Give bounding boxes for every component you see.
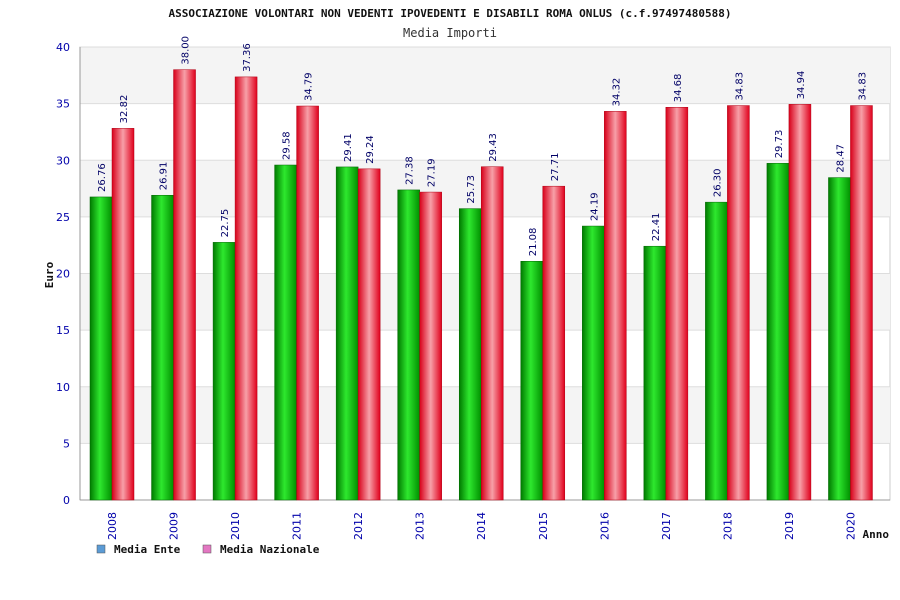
data-label: 29.43 [488,133,499,162]
bar-media-ente-2013 [397,189,420,501]
x-axis-label: Anno [863,528,890,541]
data-label: 27.38 [405,156,416,185]
bar-media-ente-2016 [582,225,605,501]
data-label: 34.94 [796,71,807,100]
legend-swatch [96,544,106,554]
legend: Media Ente Media Nazionale [96,543,320,556]
bar-media-ente-2019 [766,163,790,501]
y-tick-label: 20 [56,268,70,281]
bar-media-nazionale-2015 [542,185,566,501]
x-tick-label: 2013 [414,512,427,540]
x-tick-label: 2017 [660,512,673,540]
bar-media-ente-2018 [705,201,728,501]
bar-media-ente-2014 [458,208,482,501]
bar-media-nazionale-2013 [419,191,442,501]
bar-media-nazionale-2019 [788,104,812,501]
data-label: 34.83 [734,72,745,101]
data-label: 24.19 [589,192,600,221]
y-tick-label: 0 [63,494,70,507]
data-label: 34.32 [611,78,622,107]
legend-label: Media Nazionale [220,543,320,556]
data-label: 26.30 [712,169,723,198]
bar-media-nazionale-2011 [296,105,319,501]
x-tick-label: 2018 [721,512,734,540]
x-tick-label: 2009 [168,512,181,540]
x-tick-label: 2012 [352,512,365,540]
bar-media-nazionale-2020 [850,105,873,501]
bar-media-nazionale-2017 [665,106,689,501]
y-tick-label: 25 [56,211,70,224]
data-label: 37.36 [242,43,253,72]
data-label: 38.00 [181,36,192,65]
chart-subtitle: Media Importi [403,26,497,40]
bar-media-ente-2015 [520,261,544,501]
y-axis-label: Euro [43,261,56,288]
y-tick-label: 10 [56,381,70,394]
x-tick-label: 2014 [475,512,488,540]
bar-media-nazionale-2014 [480,166,504,501]
x-tick-label: 2015 [537,512,550,540]
bars [89,69,873,501]
data-label: 27.71 [550,153,561,182]
bar-media-ente-2017 [643,245,667,501]
data-label: 28.47 [835,144,846,173]
bar-media-ente-2020 [828,177,851,501]
bar-media-ente-2012 [335,166,359,501]
bar-media-nazionale-2012 [357,168,381,501]
x-tick-label: 2020 [844,512,857,540]
data-labels: 26.76 32.82 26.91 38.00 22.75 37.36 29.58 34.79… [97,36,868,256]
data-label: 27.19 [427,158,438,187]
data-label: 29.73 [774,130,785,159]
x-tick-label: 2010 [229,512,242,540]
y-tick-label: 5 [63,437,70,450]
y-tick-label: 15 [56,324,70,337]
bar-media-ente-2008 [89,196,113,501]
legend-swatch [202,544,212,554]
x-tick-label: 2016 [598,512,611,540]
bar-media-nazionale-2016 [604,111,627,501]
data-label: 29.24 [365,135,376,164]
y-tick-label: 30 [56,154,70,167]
x-tick-label: 2008 [106,512,119,540]
data-label: 29.58 [282,131,293,160]
chart-title: ASSOCIAZIONE VOLONTARI NON VEDENTI IPOVE… [169,7,732,20]
bar-media-ente-2009 [151,194,174,501]
x-tick-label: 2011 [291,512,304,540]
legend-label: Media Ente [114,543,181,556]
y-tick-label: 35 [56,98,70,111]
bar-media-nazionale-2018 [727,105,750,501]
bar-media-nazionale-2010 [234,76,258,501]
data-label: 29.41 [343,133,354,162]
bar-media-nazionale-2008 [111,128,135,501]
y-tick-label: 40 [56,41,70,54]
data-label: 26.91 [159,162,170,191]
bar-media-ente-2011 [274,164,297,501]
data-label: 34.79 [304,72,315,101]
data-label: 21.08 [528,228,539,257]
grid-band [80,47,890,104]
bar-media-ente-2010 [212,242,236,501]
data-label: 25.73 [466,175,477,204]
x-tick-label: 2019 [783,512,796,540]
data-label: 26.76 [97,163,108,192]
data-label: 34.83 [857,72,868,101]
data-label: 32.82 [119,95,130,124]
data-label: 22.75 [220,209,231,238]
data-label: 22.41 [651,213,662,242]
data-label: 34.68 [673,74,684,103]
bar-media-nazionale-2009 [173,69,196,501]
